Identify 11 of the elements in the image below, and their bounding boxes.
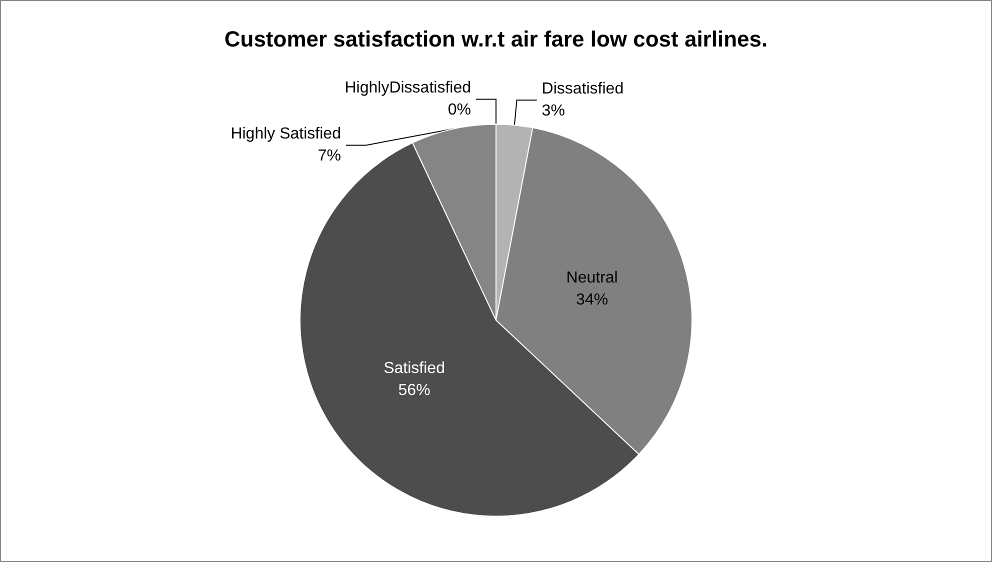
chart-title: Customer satisfaction w.r.t air fare low cost airlines. — [224, 26, 768, 52]
text: 0% — [448, 102, 471, 119]
slice-label: Neutral — [566, 269, 618, 286]
slice-label: Satisfied — [384, 360, 445, 378]
slice-label: Highly Satisfied — [230, 126, 341, 143]
data-label: 34% — [576, 291, 608, 308]
data-label: 3% — [542, 102, 565, 120]
category-label: HighlyDissatisfied — [344, 80, 471, 97]
slice-label: Dissatisfied — [542, 80, 624, 98]
data-label: 7% — [318, 148, 341, 165]
data-label: 56% — [398, 382, 430, 400]
